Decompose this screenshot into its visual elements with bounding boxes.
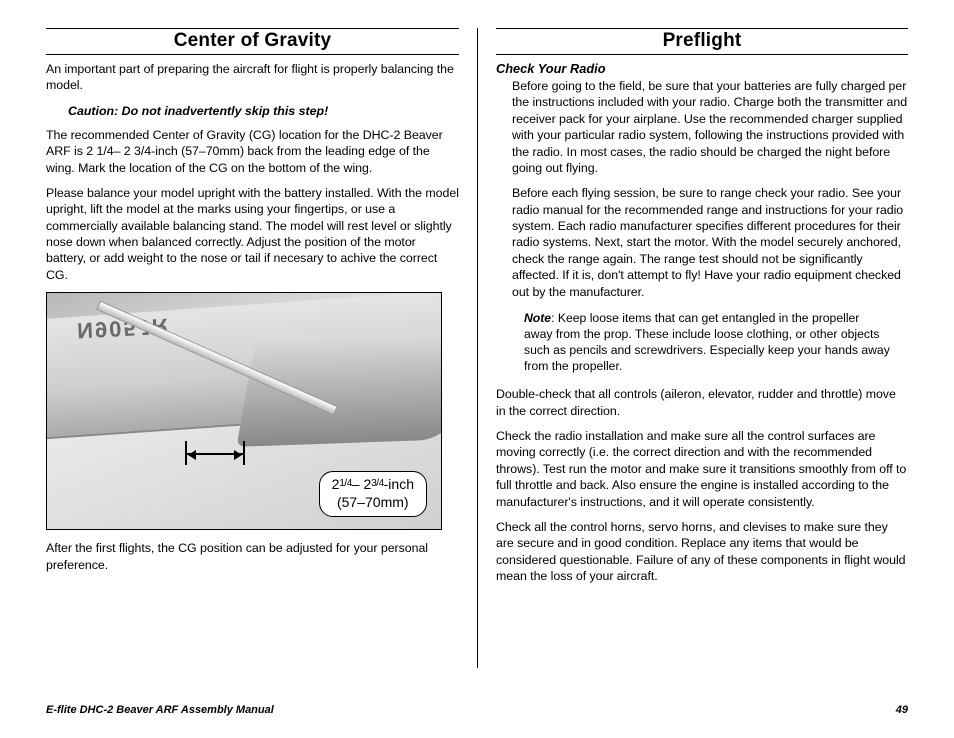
dim-frac1: 1/4 (339, 478, 351, 489)
pre-p5: Check all the control horns, servo horns… (496, 519, 908, 585)
cg-figure: N905JR 21/4– 23/4-inch (57–70mm) (46, 292, 442, 530)
footer-title: E-flite DHC-2 Beaver ARF Assembly Manual (46, 704, 274, 716)
cog-intro: An important part of preparing the aircr… (46, 61, 459, 94)
dim-mid: – 2 (352, 476, 371, 492)
subhead-radio: Check Your Radio (496, 61, 908, 76)
dimension-label: 21/4– 23/4-inch (57–70mm) (319, 471, 427, 517)
note-label: Note (524, 311, 551, 325)
pre-p2: Before each flying session, be sure to r… (512, 185, 908, 300)
dim-suffix: -inch (384, 476, 414, 492)
left-column: Center of Gravity An important part of p… (46, 28, 477, 668)
page-footer: E-flite DHC-2 Beaver ARF Assembly Manual… (46, 704, 908, 716)
cog-p1: The recommended Center of Gravity (CG) l… (46, 127, 459, 176)
fuselage-shape (236, 329, 442, 447)
pre-p3: Double-check that all controls (aileron,… (496, 386, 908, 419)
pre-p1: Before going to the field, be sure that … (512, 78, 908, 176)
page-columns: Center of Gravity An important part of p… (46, 28, 908, 668)
note-body: : Keep loose items that can get entangle… (524, 311, 890, 373)
pre-p4: Check the radio installation and make su… (496, 428, 908, 510)
dim-line2: (57–70mm) (337, 494, 409, 510)
arrow-line (185, 453, 245, 455)
dim-frac2: 3/4 (371, 478, 383, 489)
right-column: Preflight Check Your Radio Before going … (477, 28, 908, 668)
footer-page-number: 49 (896, 704, 908, 716)
dimension-arrows (185, 433, 245, 479)
heading-preflight: Preflight (496, 28, 908, 55)
note-block: Note: Keep loose items that can get enta… (524, 310, 908, 374)
cog-caution: Caution: Do not inadvertently skip this … (68, 104, 459, 118)
cog-p2: Please balance your model upright with t… (46, 185, 459, 283)
heading-cog: Center of Gravity (46, 28, 459, 55)
cog-p3: After the first flights, the CG position… (46, 540, 459, 573)
